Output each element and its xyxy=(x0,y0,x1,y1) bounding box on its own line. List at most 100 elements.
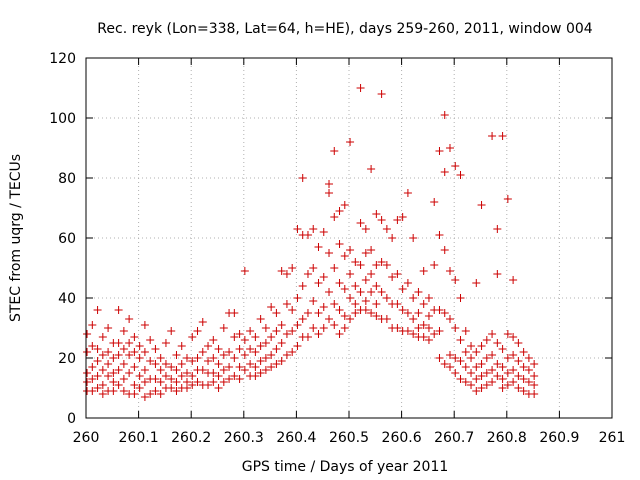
data-point xyxy=(119,345,128,353)
data-point xyxy=(209,378,218,386)
data-point xyxy=(330,264,339,272)
data-point xyxy=(114,381,123,389)
data-point xyxy=(393,270,402,278)
data-point xyxy=(251,372,260,380)
data-point xyxy=(398,306,407,314)
data-point xyxy=(488,366,497,374)
data-point xyxy=(435,327,444,335)
data-point xyxy=(361,297,370,305)
data-point xyxy=(198,366,207,374)
x-axis-label: GPS time / Days of year 2011 xyxy=(242,459,449,475)
data-point xyxy=(477,360,486,368)
data-point xyxy=(282,330,291,338)
data-point xyxy=(167,384,176,392)
data-point xyxy=(182,354,191,362)
data-point xyxy=(498,363,507,371)
data-point xyxy=(330,213,339,221)
data-point xyxy=(340,285,349,293)
data-point xyxy=(193,378,202,386)
data-point xyxy=(272,327,281,335)
data-point xyxy=(414,288,423,296)
data-point xyxy=(177,342,186,350)
data-point xyxy=(83,369,92,377)
data-point xyxy=(204,357,213,365)
data-point xyxy=(214,372,223,380)
data-point xyxy=(403,189,412,197)
data-point xyxy=(161,339,170,347)
data-point xyxy=(498,375,507,383)
data-point xyxy=(503,369,512,377)
data-point xyxy=(503,381,512,389)
data-point xyxy=(346,315,355,323)
data-point xyxy=(172,387,181,395)
data-point xyxy=(151,360,160,368)
data-point xyxy=(219,366,228,374)
data-point xyxy=(193,327,202,335)
data-point xyxy=(382,294,391,302)
data-point xyxy=(125,369,134,377)
data-point xyxy=(309,297,318,305)
data-point xyxy=(509,333,518,341)
data-point xyxy=(119,375,128,383)
data-point xyxy=(240,366,249,374)
data-point xyxy=(409,234,418,242)
data-point xyxy=(509,378,518,386)
data-point xyxy=(409,315,418,323)
data-point xyxy=(361,225,370,233)
data-point xyxy=(177,372,186,380)
y-tick-label: 80 xyxy=(58,171,76,187)
data-point xyxy=(298,174,307,182)
data-point xyxy=(330,300,339,308)
data-point xyxy=(467,381,476,389)
data-point xyxy=(430,330,439,338)
data-point xyxy=(514,372,523,380)
data-point xyxy=(140,393,149,401)
data-point xyxy=(419,321,428,329)
data-point xyxy=(293,321,302,329)
data-point xyxy=(240,351,249,359)
data-point xyxy=(140,321,149,329)
data-point xyxy=(456,375,465,383)
data-point xyxy=(372,210,381,218)
data-point xyxy=(172,366,181,374)
data-point xyxy=(319,273,328,281)
x-tick-label: 260.6 xyxy=(382,430,422,446)
data-point xyxy=(498,345,507,353)
data-point xyxy=(488,351,497,359)
data-point xyxy=(435,354,444,362)
data-point xyxy=(477,372,486,380)
data-point xyxy=(267,333,276,341)
data-point xyxy=(314,330,323,338)
data-point xyxy=(419,267,428,275)
data-point xyxy=(130,333,139,341)
data-point xyxy=(267,303,276,311)
data-point xyxy=(188,372,197,380)
data-point xyxy=(382,315,391,323)
data-point xyxy=(482,381,491,389)
data-point xyxy=(509,276,518,284)
data-point xyxy=(503,354,512,362)
data-point xyxy=(377,90,386,98)
data-point xyxy=(104,324,113,332)
data-point xyxy=(225,375,234,383)
data-point xyxy=(530,372,539,380)
data-point xyxy=(235,363,244,371)
x-tick-label: 260.4 xyxy=(276,430,316,446)
data-point xyxy=(88,342,97,350)
data-point xyxy=(309,225,318,233)
data-point xyxy=(367,288,376,296)
y-tick-label: 120 xyxy=(49,51,76,67)
y-tick-label: 40 xyxy=(58,291,76,307)
data-point xyxy=(440,111,449,119)
data-point xyxy=(130,348,139,356)
data-point xyxy=(288,306,297,314)
data-point xyxy=(445,144,454,152)
data-point xyxy=(398,213,407,221)
data-point xyxy=(109,387,118,395)
data-point xyxy=(493,372,502,380)
data-point xyxy=(346,246,355,254)
data-point xyxy=(109,369,118,377)
data-point xyxy=(88,363,97,371)
data-point xyxy=(277,357,286,365)
